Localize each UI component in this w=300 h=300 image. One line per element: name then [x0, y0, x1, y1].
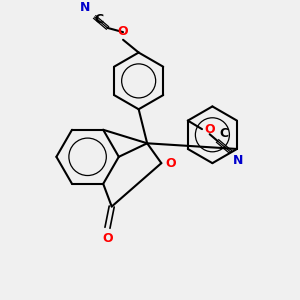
Text: N: N: [232, 154, 243, 167]
Text: O: O: [118, 26, 128, 38]
Text: N: N: [80, 1, 90, 14]
Text: O: O: [204, 123, 215, 136]
Text: O: O: [166, 157, 176, 169]
Text: C: C: [94, 14, 103, 26]
Text: O: O: [102, 232, 113, 245]
Text: C: C: [219, 127, 228, 140]
